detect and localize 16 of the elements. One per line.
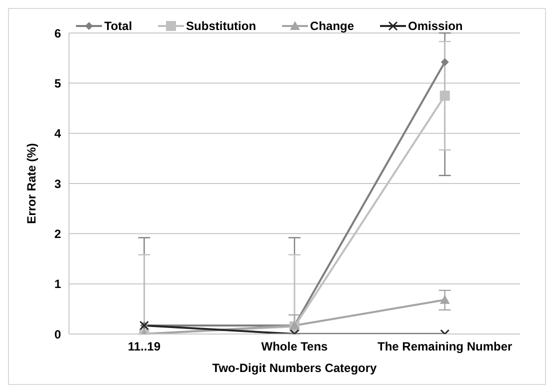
x-tick-label: 11..19	[128, 340, 161, 354]
y-tick-label: 0	[54, 327, 62, 342]
legend-label: Total	[104, 19, 132, 33]
y-tick-label: 6	[54, 26, 62, 40]
y-tick-label: 4	[54, 126, 62, 141]
legend-label: Omission	[408, 19, 463, 33]
legend-label: Substitution	[186, 19, 256, 33]
x-axis-title: Two-Digit Numbers Category	[212, 361, 378, 375]
x-tick-label: Whole Tens	[261, 340, 328, 354]
y-tick-label: 1	[54, 277, 62, 292]
y-tick-label: 2	[54, 226, 62, 241]
y-axis-title: Error Rate (%)	[24, 143, 38, 224]
legend-label: Change	[310, 19, 354, 33]
y-tick-label: 5	[54, 76, 62, 90]
x-tick-label: The Remaining Number	[377, 340, 513, 354]
y-tick-label: 3	[54, 176, 62, 191]
